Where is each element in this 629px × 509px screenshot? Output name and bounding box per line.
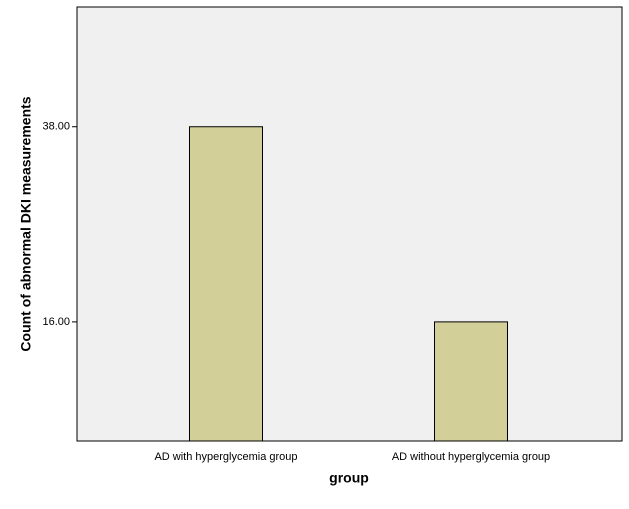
- x-tick-label: AD with hyperglycemia group: [154, 451, 297, 463]
- plot-area: [76, 6, 623, 442]
- bar: [434, 321, 508, 442]
- bar: [189, 126, 263, 442]
- x-tick-label: AD without hyperglycemia group: [392, 451, 550, 463]
- y-tick-label: 16.00: [42, 316, 70, 328]
- y-axis-title: Count of abnormal DKI measurements: [18, 96, 34, 351]
- y-tick-label: 38.00: [42, 121, 70, 133]
- x-axis-title: group: [329, 470, 369, 486]
